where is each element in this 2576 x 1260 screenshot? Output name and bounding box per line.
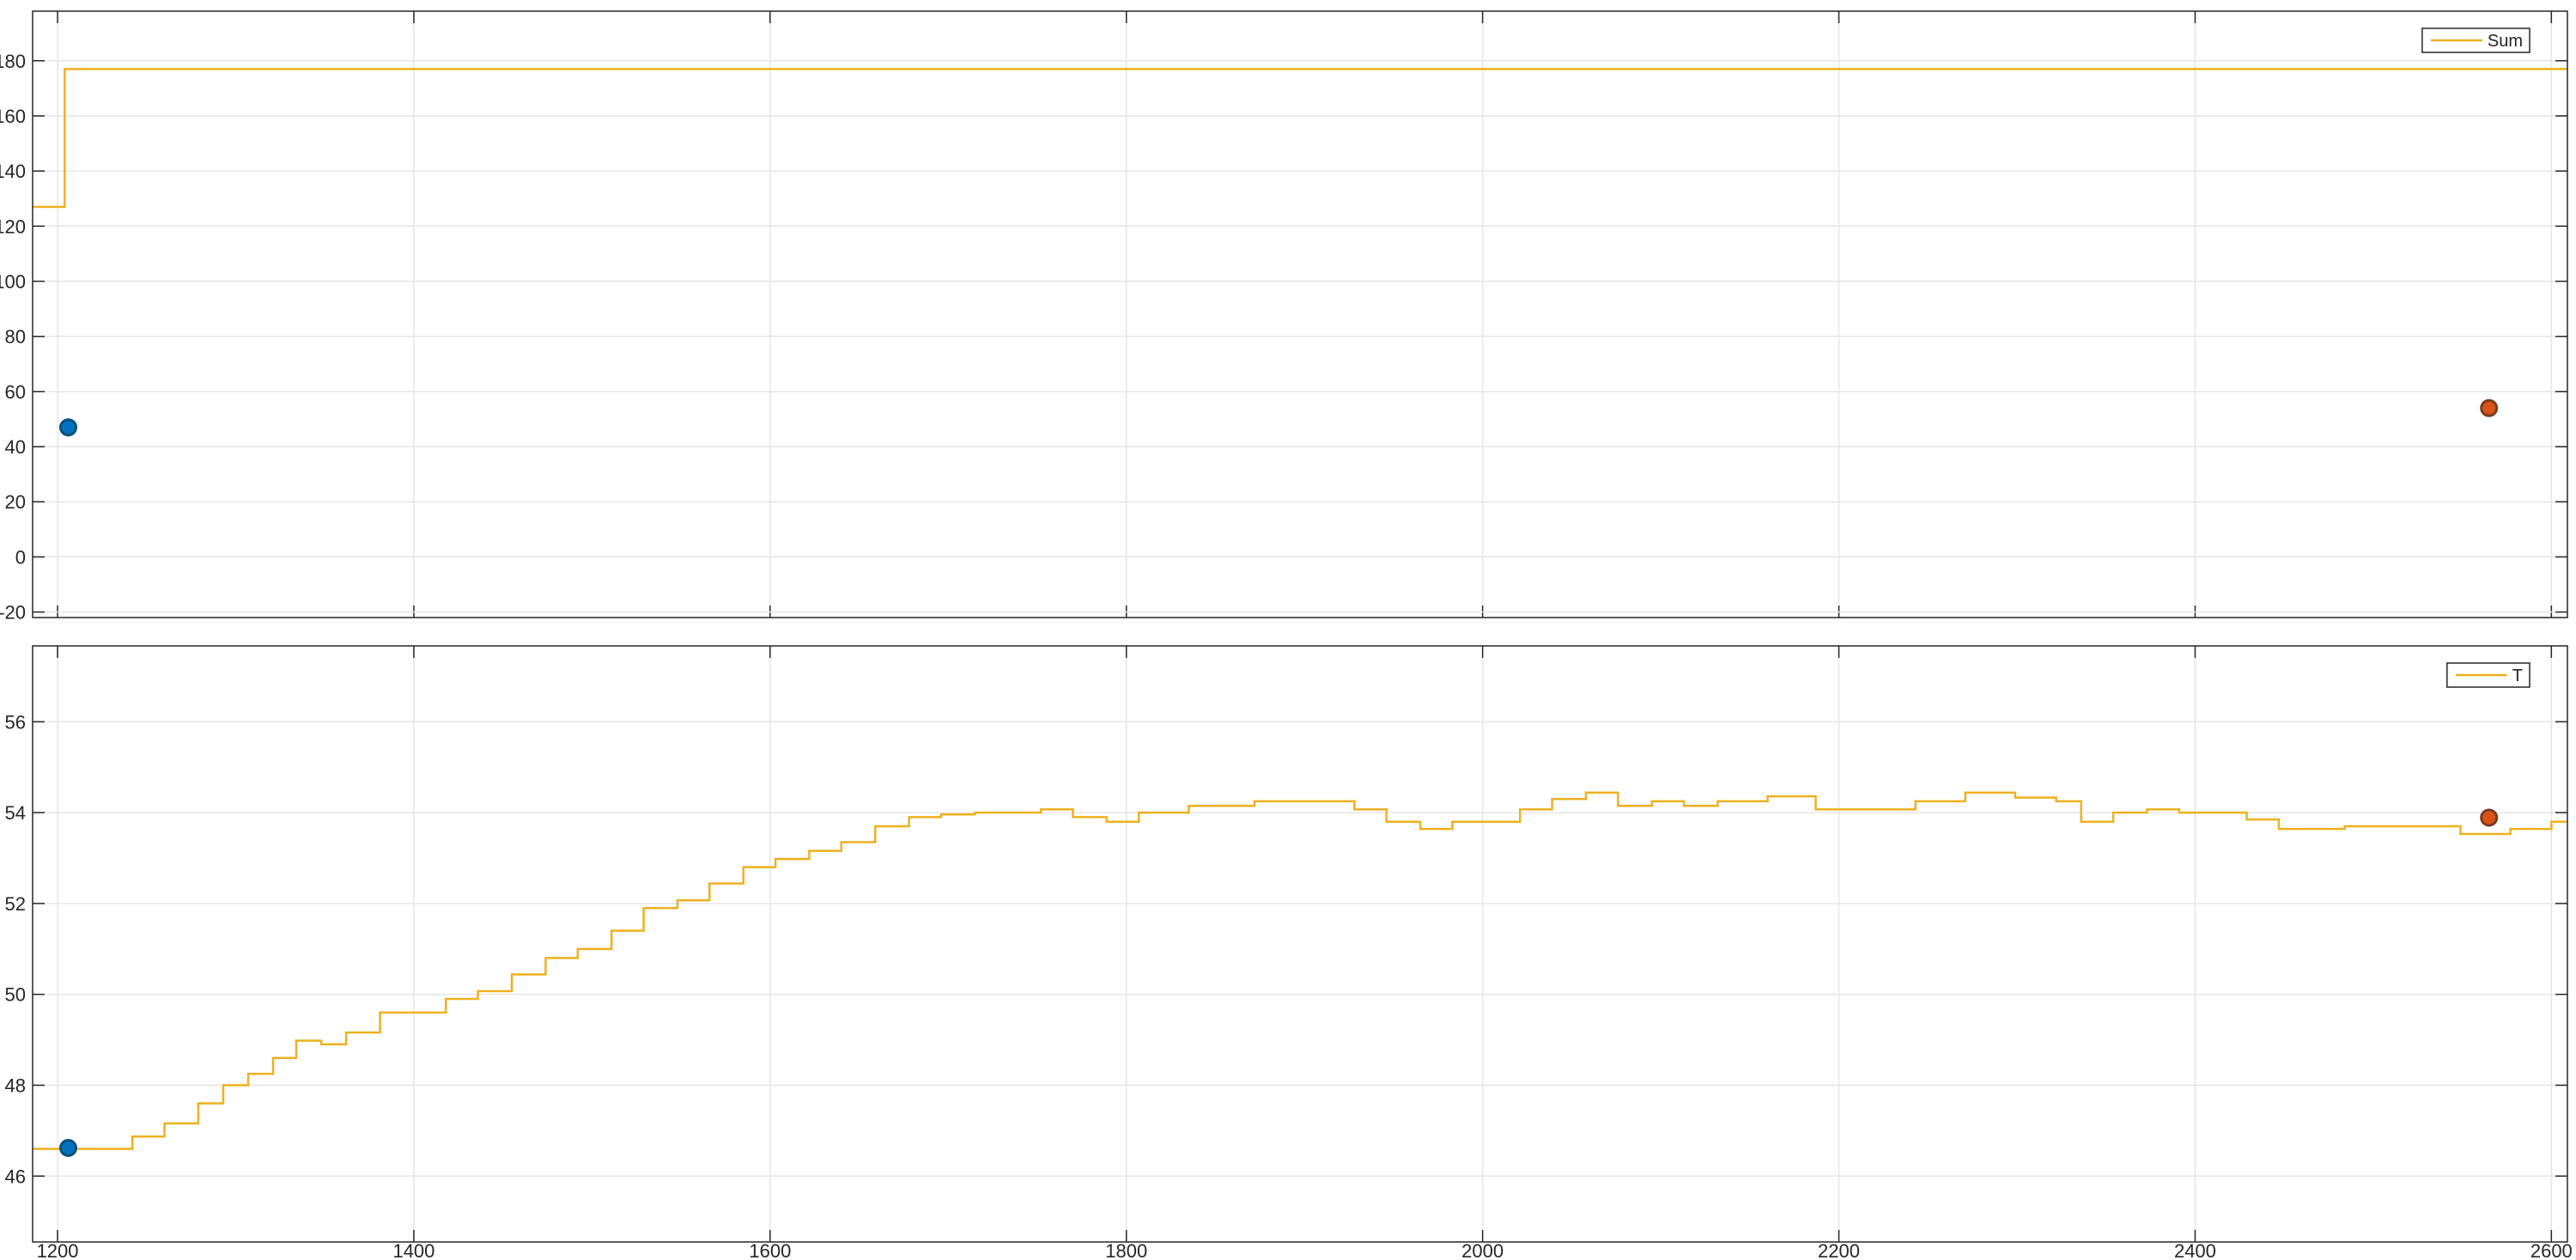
plot-area (33, 646, 2567, 1242)
y-tick-label: 80 (5, 326, 26, 348)
line (33, 791, 2567, 1150)
y-tick-label: 20 (5, 491, 26, 513)
y-tick-label: 50 (5, 984, 26, 1006)
y-tick-label: 46 (5, 1166, 26, 1187)
legend: T (2446, 662, 2530, 688)
y-tick-label: 100 (0, 271, 26, 292)
legend-label: T (2512, 667, 2523, 685)
plot-area (33, 11, 2567, 618)
x-tick-label: 1200 (37, 1240, 79, 1260)
x-tick-label: 2000 (1461, 1240, 1504, 1260)
axes-frame (32, 645, 2568, 1243)
legend: Sum (2421, 27, 2530, 53)
axes: -20 0 20 40 60 80 100 120 140 160 180 Sum (0, 10, 2568, 624)
y-tick-label: 60 (5, 381, 26, 403)
x-tick-label: 2600 (2530, 1240, 2573, 1260)
x-tick-label: 1800 (1105, 1240, 1147, 1260)
y-tick-label: 160 (0, 106, 26, 127)
line (33, 68, 2567, 209)
data-cursor-marker (2480, 399, 2499, 417)
y-tick-label: 48 (5, 1075, 26, 1097)
x-tick-label: 1600 (749, 1240, 791, 1260)
y-tick-label: 56 (5, 711, 26, 733)
y-tick-label: 54 (5, 802, 26, 824)
y-tick-label: -20 (0, 602, 26, 624)
x-tick-label: 2200 (1818, 1240, 1860, 1260)
y-tick-label: 0 (15, 546, 26, 568)
x-tick-label: 2400 (2174, 1240, 2216, 1260)
y-tick-label: 140 (0, 161, 26, 182)
y-tick-label: 40 (5, 436, 26, 458)
y-tick-label: 52 (5, 893, 26, 915)
data-cursor-marker (2480, 808, 2499, 827)
axes-frame (32, 10, 2568, 618)
data-cursor-marker (58, 1139, 77, 1158)
data-cursor-marker (58, 418, 77, 437)
y-tick-label: 180 (0, 51, 26, 72)
y-tick-label: 120 (0, 216, 26, 237)
legend-label: Sum (2488, 32, 2523, 51)
x-tick-label: 1400 (392, 1240, 434, 1260)
axes: 1200 1400 1600 1800 2000 2200 2400 2600 46 48 50 52… (5, 645, 2573, 1260)
